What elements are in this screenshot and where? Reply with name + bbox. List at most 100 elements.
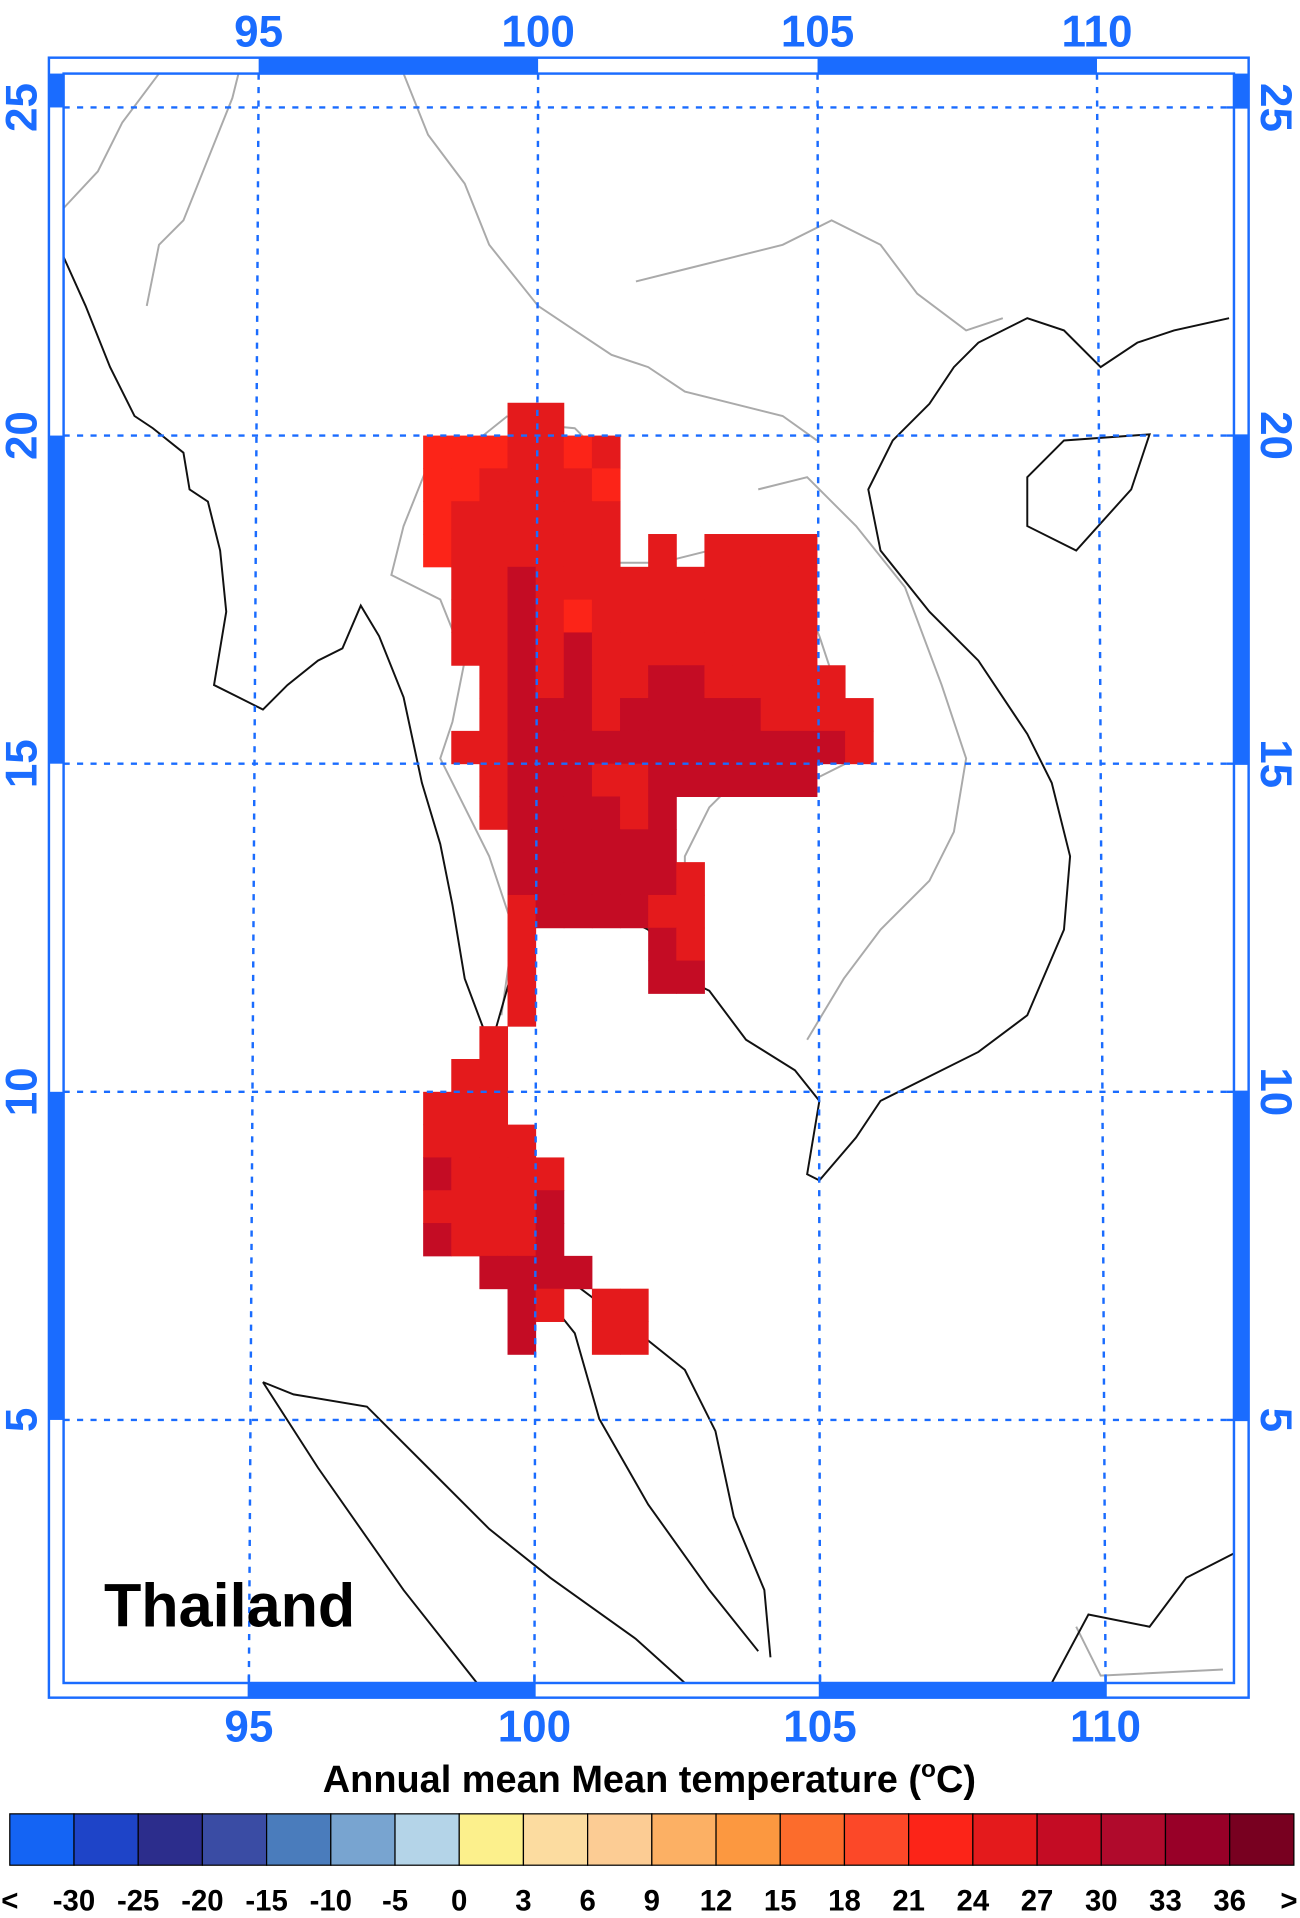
basemap [62,72,1235,1684]
grid-cell [760,566,790,601]
grid-cell [479,534,509,568]
colorbar-title-text: Annual mean Mean temperature ( [323,1759,922,1801]
grid-cell [423,534,452,568]
grid-cell [535,894,565,929]
grid-cell [788,698,818,732]
grid-cell [732,599,762,633]
grid-cell [451,730,480,765]
grid-cell [535,1223,565,1257]
grid-cell [479,1157,509,1191]
grid-cell [563,501,593,535]
graticule: 95 100 105 110 95 100 105 110 5 10 15 20 25 5 10 15 20 25 [0,8,1300,1752]
y-tick-label: 10 [1251,1067,1300,1116]
grid-cell [563,829,593,863]
grid-cell [676,566,705,601]
grid-cell [620,566,649,601]
colorbar-box [73,1813,139,1866]
grid-cell [479,468,509,502]
grid-cell [535,435,565,469]
grid-cell [479,566,509,601]
x-tick-label: 105 [781,8,854,57]
grid-cell [760,730,790,765]
grid-cell [648,698,677,732]
grid-cell [507,402,537,437]
grid-cell [788,534,818,568]
grid-cell [620,829,649,863]
grid-cell [423,1124,452,1158]
colorbar-label: 6 [579,1884,595,1917]
grid-cell [620,894,649,929]
grid-cell [620,796,649,830]
grid-cell [507,566,537,601]
colorbar-box [265,1813,332,1866]
grid-cell [620,763,649,797]
grid-cell [648,632,677,666]
grid-cell [507,1255,537,1290]
grid-cell [507,1288,537,1322]
grid-cell [423,1091,452,1126]
colorbar-box [1229,1813,1295,1866]
grid-cell [648,927,677,962]
grid-cell [704,698,734,732]
grid-cell [479,763,509,797]
colorbar-title-text: C) [936,1759,976,1801]
grid-cell [563,698,593,732]
y-tick-label: 5 [1251,1408,1300,1432]
colorbar-label: -25 [117,1884,159,1917]
grid-cell [563,665,593,699]
grid-cell [620,862,649,896]
grid-cell [788,566,818,601]
grid-cell [845,698,874,732]
map-title: Thailand [104,1572,355,1640]
grid-cell [451,468,480,502]
grid-cell [479,1255,509,1290]
frame-bar [48,1091,64,1420]
grid-cell [451,1157,480,1191]
grid-cell [788,632,818,666]
grid-cell [591,566,621,601]
colorbar-box [201,1813,268,1866]
frame-bar [1233,1091,1249,1420]
grid-line [247,73,260,1683]
grid-cell [732,730,762,765]
grid-cell [591,534,621,568]
grid-cell [563,599,593,633]
grid-cell [535,698,565,732]
frame-bar [248,1682,535,1698]
grid-cell [563,534,593,568]
grid-cell [676,730,705,765]
grid-cell [732,665,762,699]
grid-cell [648,665,677,699]
grid-cell [535,763,565,797]
grid-cell [648,862,677,896]
grid-cell [507,1321,537,1355]
colorbar-box [779,1813,846,1866]
colorbar-label: 9 [644,1884,660,1917]
colorbar-label: 21 [892,1884,925,1917]
grid-cell [507,829,537,863]
colorbar-box [394,1813,460,1866]
grid-cell [620,698,649,732]
grid-cell [507,599,537,633]
grid-cell [732,763,762,797]
grid-cell [535,599,565,633]
grid-cell [507,1124,537,1158]
grid-cell [591,599,621,633]
grid-cell [535,730,565,765]
grid-cell [788,665,818,699]
grid-cell [676,894,705,929]
x-tick-label: 105 [783,1703,856,1752]
grid-cell [423,1157,452,1191]
grid-cell [676,599,705,633]
grid-cell [479,1223,509,1257]
grid-cell [676,862,705,896]
colorbar-label: -30 [53,1884,95,1917]
grid-cell [591,796,621,830]
y-tick-label: 25 [1251,83,1300,132]
colorbar-label: > [1280,1884,1297,1917]
colorbar-box [1100,1813,1167,1866]
grid-cell [732,698,762,732]
grid-cell [704,632,734,666]
y-tick-label: 10 [0,1067,47,1116]
grid-line [816,73,822,1683]
